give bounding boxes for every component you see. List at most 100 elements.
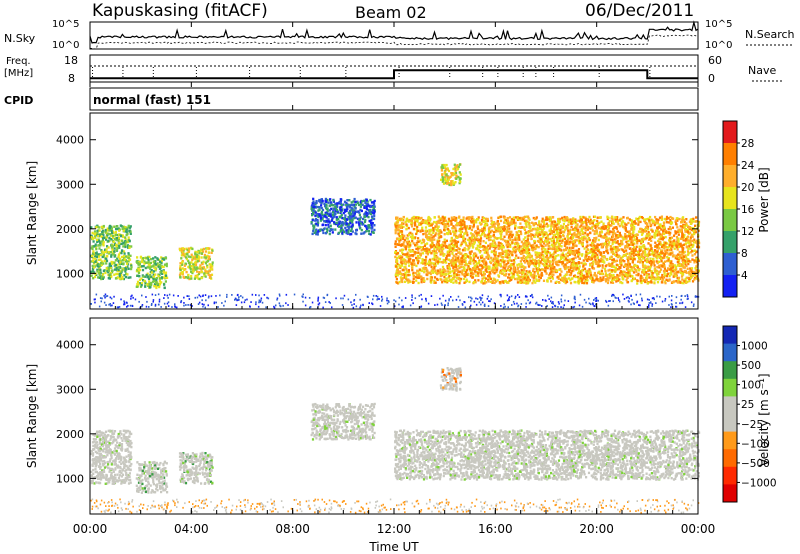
echo-cell-1211 — [325, 216, 328, 219]
echo-cell-436 — [114, 263, 117, 267]
echo-cell-2152 — [525, 257, 528, 260]
echo-cell-1798 — [422, 248, 425, 251]
echo-cell-4680 — [492, 234, 495, 237]
echo-cell-3918 — [494, 261, 497, 264]
echo-cell-1113 — [373, 212, 376, 215]
echo-cell-4728 — [541, 262, 544, 266]
echo-cell-2422 — [638, 248, 641, 251]
echo-cell-2239 — [660, 215, 663, 218]
echo-cell-4132 — [450, 264, 453, 267]
echo-cell-113 — [95, 259, 98, 262]
echo-cell-3249 — [488, 276, 491, 280]
echo-cell-4153 — [663, 241, 666, 244]
echo-cell-4159 — [643, 273, 646, 276]
echo-cell-2939 — [682, 239, 685, 242]
echo-cell-850 — [196, 273, 199, 277]
echo-cell-1710 — [513, 261, 516, 264]
echo-cell-2826 — [635, 233, 638, 236]
echo-cell-3612 — [489, 280, 493, 283]
echo-cell-4707 — [439, 236, 442, 239]
echo-cell-4312 — [525, 282, 528, 285]
noise-search-label: N.Search — [745, 28, 795, 41]
echo-cell-757 — [183, 255, 186, 258]
echo-cell-4605 — [451, 227, 454, 230]
echo-cell-767 — [183, 264, 186, 267]
echo-cell-2802 — [485, 256, 488, 259]
echo-cell-1067 — [343, 200, 347, 203]
echo-cell-380 — [128, 246, 131, 249]
echo-cell-957 — [329, 224, 332, 227]
echo-cell-4651 — [514, 245, 517, 249]
echo-cell-1596 — [459, 244, 462, 247]
echo-cell-3549 — [452, 218, 455, 221]
echo-cell-567 — [162, 265, 165, 269]
echo-cell-1963 — [693, 261, 696, 264]
echo-cell-177 — [128, 226, 132, 229]
echo-cell-4099 — [610, 238, 613, 241]
echo-cell-1971 — [596, 246, 599, 249]
echo-cell-564 — [148, 266, 151, 269]
echo-cell-4018 — [395, 253, 398, 256]
echo-cell-4727 — [642, 244, 645, 247]
echo-cell-4938 — [644, 230, 647, 233]
echo-cell-3883 — [504, 274, 507, 277]
echo-cell-2739 — [626, 263, 629, 266]
echo-cell-1720 — [626, 252, 629, 255]
echo-cell-2287 — [676, 277, 679, 280]
echo-cell-1866 — [618, 268, 621, 271]
echo-cell-4260 — [513, 267, 516, 270]
echo-cell-4181 — [668, 279, 671, 282]
echo-cell-2490 — [572, 235, 575, 238]
echo-cell-680 — [142, 275, 145, 278]
echo-cell-3161 — [493, 251, 496, 254]
echo-cell-3405 — [493, 266, 496, 269]
echo-cell-3741 — [656, 277, 659, 280]
echo-cell-3823 — [495, 228, 498, 232]
echo-cell-2192 — [531, 258, 535, 261]
echo-cell-4761 — [503, 235, 506, 238]
echo-cell-3205 — [640, 242, 643, 245]
echo-cell-3075 — [510, 252, 513, 255]
echo-cell-273 — [120, 273, 123, 277]
echo-cell-474 — [102, 244, 105, 247]
echo-cell-2059 — [518, 246, 521, 249]
echo-cell-1361 — [363, 206, 366, 209]
echo-cell-3037 — [601, 272, 604, 276]
echo-cell-4226 — [575, 233, 578, 236]
echo-cell-1630 — [626, 230, 629, 233]
echo-cell-2053 — [547, 251, 550, 254]
echo-cell-1983 — [560, 261, 563, 264]
echo-cell-4630 — [584, 270, 587, 273]
echo-cell-374 — [110, 244, 113, 247]
echo-cell-3430 — [539, 276, 542, 280]
echo-cell-3742 — [570, 225, 573, 229]
echo-cell-1984 — [685, 260, 688, 264]
echo-cell-100 — [124, 270, 127, 273]
echo-cell-3140 — [615, 280, 618, 283]
echo-cell-2742 — [622, 273, 625, 277]
echo-cell-4046 — [568, 240, 572, 243]
echo-cell-3984 — [477, 231, 480, 234]
echo-cell-1853 — [664, 269, 667, 272]
echo-cell-1264 — [317, 215, 320, 219]
echo-cell-162 — [116, 272, 119, 276]
echo-cell-591 — [140, 265, 143, 268]
echo-cell-261 — [94, 243, 97, 246]
echo-cell-3311 — [577, 275, 580, 279]
echo-cell-23 — [120, 272, 123, 275]
echo-cell-1347 — [326, 209, 329, 213]
echo-cell-4176 — [429, 222, 432, 226]
echo-cell-3515 — [517, 256, 520, 259]
echo-cell-3259 — [505, 241, 508, 244]
echo-cell-1128 — [372, 207, 375, 210]
echo-cell-224 — [96, 264, 100, 267]
echo-cell-4574 — [550, 223, 553, 226]
echo-cell-4449 — [564, 226, 567, 229]
echo-cell-4799 — [693, 232, 696, 236]
echo-cell-4585 — [406, 237, 409, 240]
echo-cell-259 — [95, 255, 98, 259]
echo-cell-2661 — [447, 276, 450, 279]
echo-cell-1224 — [327, 201, 330, 204]
echo-cell-2930 — [455, 253, 458, 256]
